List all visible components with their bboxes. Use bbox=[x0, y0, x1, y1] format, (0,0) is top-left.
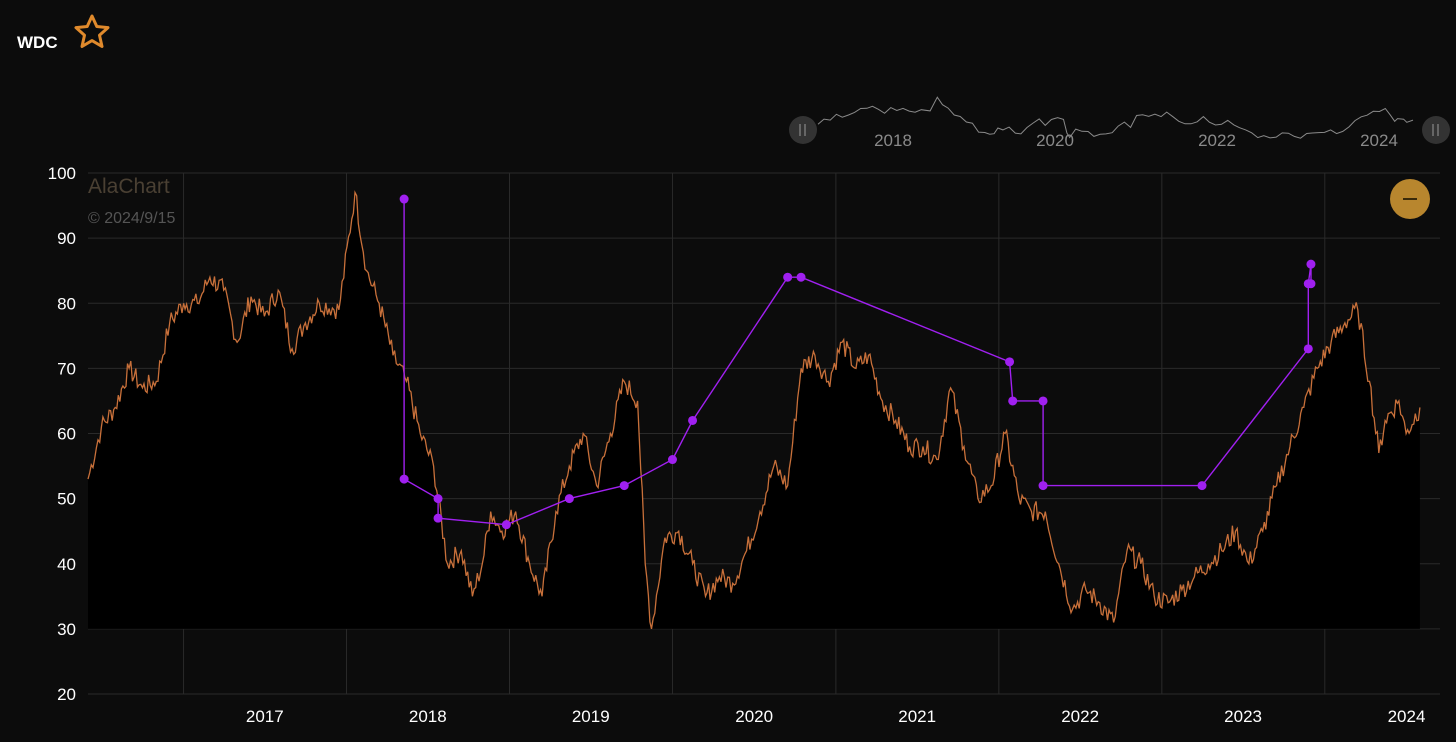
x-tick-label: 2023 bbox=[1224, 707, 1262, 726]
x-tick-label: 2018 bbox=[409, 707, 447, 726]
signal-point bbox=[1197, 481, 1207, 491]
signal-point bbox=[1038, 396, 1048, 406]
navigator-label: 2018 bbox=[874, 131, 912, 150]
y-tick-label: 90 bbox=[57, 229, 76, 248]
signal-point bbox=[667, 455, 677, 465]
navigator-line bbox=[817, 96, 1414, 139]
x-axis: 2017 2018 2019 2020 2021 2022 2023 2024 bbox=[246, 707, 1426, 726]
signal-point bbox=[688, 415, 698, 425]
signal-point bbox=[501, 520, 511, 530]
signal-point bbox=[1008, 396, 1018, 406]
signal-point bbox=[619, 481, 629, 491]
signal-point bbox=[796, 272, 806, 282]
collapse-button[interactable] bbox=[1390, 179, 1430, 219]
watermark-date: © 2024/9/15 bbox=[88, 210, 176, 227]
star-outline-icon[interactable] bbox=[72, 12, 112, 52]
x-tick-label: 2017 bbox=[246, 707, 284, 726]
y-tick-label: 30 bbox=[57, 620, 76, 639]
signal-point bbox=[1303, 344, 1313, 354]
x-tick-label: 2021 bbox=[898, 707, 936, 726]
signal-point bbox=[783, 272, 793, 282]
signal-line bbox=[403, 199, 1312, 526]
price-area bbox=[88, 192, 1420, 629]
navigator-label: 2022 bbox=[1198, 131, 1236, 150]
signal-point bbox=[433, 513, 443, 523]
price-line bbox=[87, 190, 1421, 630]
navigator-left-handle[interactable] bbox=[789, 116, 817, 144]
y-tick-label: 80 bbox=[57, 294, 76, 313]
ticker-symbol: WDC bbox=[17, 33, 58, 52]
navigator[interactable]: 2018 2020 2022 2024 bbox=[789, 96, 1450, 150]
y-tick-label: 50 bbox=[57, 490, 76, 509]
x-tick-label: 2020 bbox=[735, 707, 773, 726]
signal-point bbox=[399, 474, 409, 484]
signal-point bbox=[1306, 279, 1316, 289]
x-tick-label: 2024 bbox=[1388, 707, 1426, 726]
navigator-label: 2020 bbox=[1036, 131, 1074, 150]
signal-point bbox=[399, 194, 409, 204]
y-tick-label: 40 bbox=[57, 555, 76, 574]
y-tick-label: 70 bbox=[57, 359, 76, 378]
y-axis: 20 30 40 50 60 70 80 90 100 bbox=[48, 164, 76, 704]
x-tick-label: 2022 bbox=[1061, 707, 1099, 726]
signal-point bbox=[433, 494, 443, 504]
navigator-right-handle[interactable] bbox=[1422, 116, 1450, 144]
signal-point bbox=[564, 494, 574, 504]
signal-point bbox=[1038, 481, 1048, 491]
y-tick-label: 20 bbox=[57, 685, 76, 704]
y-tick-label: 60 bbox=[57, 425, 76, 444]
watermark-brand: AlaChart bbox=[88, 175, 170, 198]
y-tick-label: 100 bbox=[48, 164, 76, 183]
navigator-label: 2024 bbox=[1360, 131, 1398, 150]
signal-point bbox=[1005, 357, 1015, 367]
signal-point bbox=[1306, 259, 1316, 269]
x-tick-label: 2019 bbox=[572, 707, 610, 726]
signal-markers bbox=[399, 194, 1316, 530]
